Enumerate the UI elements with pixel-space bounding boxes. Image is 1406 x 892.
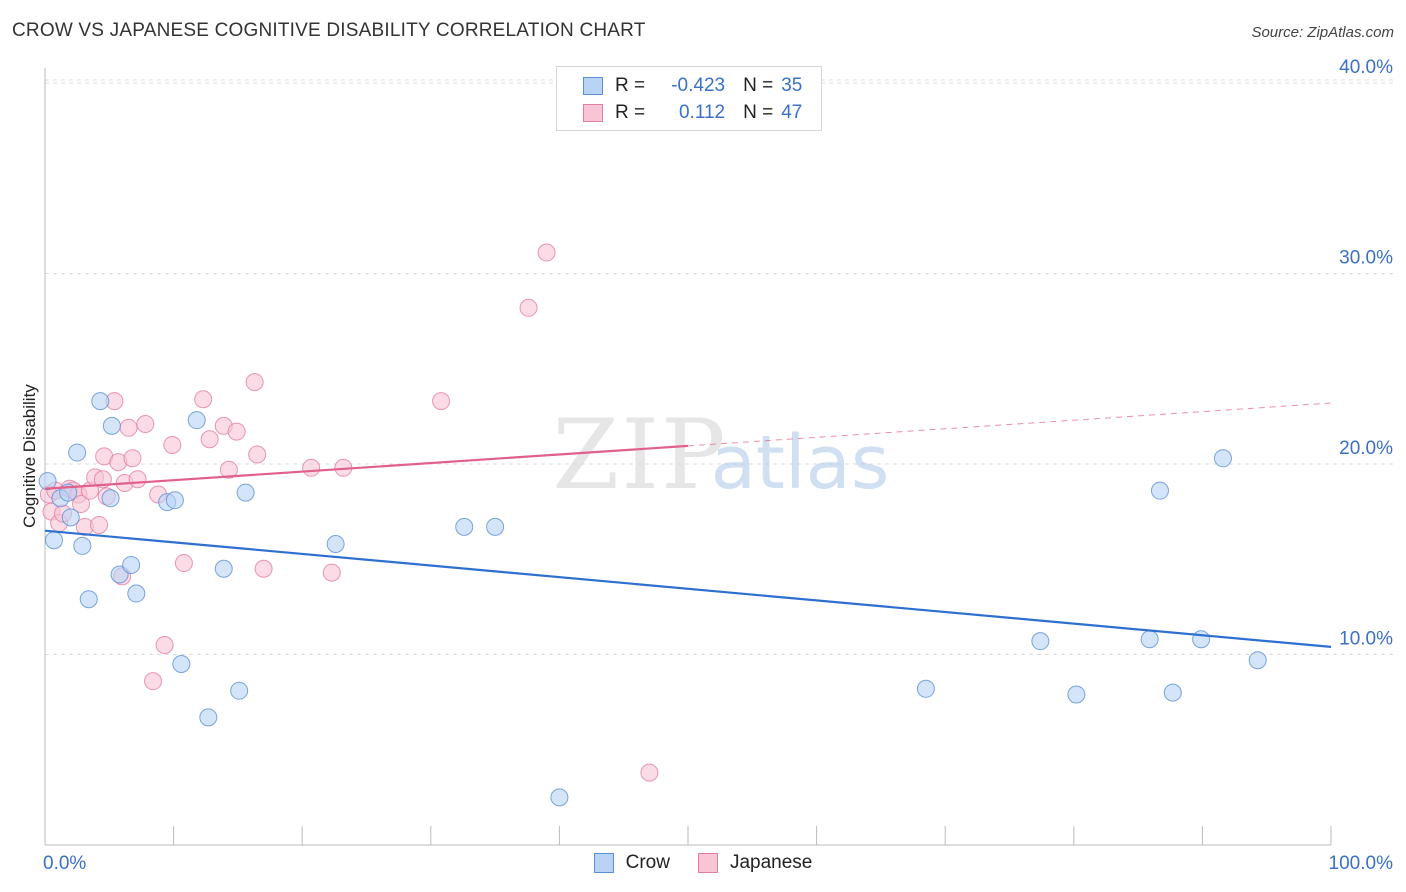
x-tick-label-max: 100.0% <box>1329 853 1394 874</box>
crow-point <box>1213 449 1232 468</box>
crow-point <box>199 708 218 727</box>
x-tick-label-min: 0.0% <box>43 853 86 874</box>
crow-swatch <box>583 77 603 95</box>
japanese-legend-label: Japanese <box>729 852 813 873</box>
crow-point <box>122 555 141 574</box>
n-value-crow: 35 <box>781 75 803 96</box>
y-tick-label: 40.0% <box>1339 57 1393 78</box>
japanese-point <box>136 414 155 433</box>
crow-legend-swatch <box>593 853 614 873</box>
n-label: N = <box>743 75 774 96</box>
japanese-point <box>144 672 163 691</box>
crow-trend-line <box>44 529 1332 648</box>
crow-point <box>91 392 110 411</box>
japanese-point <box>163 435 182 454</box>
crow-point <box>455 517 474 536</box>
crow-legend-label: Crow <box>625 852 670 873</box>
crow-point <box>127 584 146 603</box>
japanese-point <box>227 422 246 441</box>
axes <box>44 68 1332 846</box>
legend-row-japanese: R = 0.112 N = 47 <box>583 100 802 126</box>
japanese-legend-swatch <box>697 853 718 873</box>
crow-point <box>550 788 569 807</box>
y-tick-label: 10.0% <box>1339 629 1393 650</box>
japanese-point <box>254 559 273 578</box>
japanese-point <box>640 763 659 782</box>
crow-point <box>45 531 64 550</box>
crow-point <box>73 536 92 555</box>
japanese-point <box>200 430 219 449</box>
japanese-point <box>537 243 556 262</box>
japanese-point <box>93 470 112 489</box>
correlation-legend: R = -0.423 N = 35 R = 0.112 N = 47 <box>556 66 822 131</box>
data-points <box>38 243 1267 807</box>
crow-point <box>236 483 255 502</box>
japanese-point <box>155 635 174 654</box>
trend-lines <box>44 402 1332 648</box>
japanese-point <box>519 298 538 317</box>
crow-point <box>1192 630 1211 649</box>
watermark-atlas: atlas <box>711 420 890 506</box>
r-value-japanese: 0.112 <box>678 102 726 123</box>
gridlines <box>45 79 1393 655</box>
y-tick-label: 20.0% <box>1339 438 1393 459</box>
crow-point <box>1031 632 1050 651</box>
n-value-japanese: 47 <box>781 102 803 123</box>
crow-point <box>1150 481 1169 500</box>
legend-row-crow: R = -0.423 N = 35 <box>583 73 802 99</box>
watermark-zip: ZIP <box>552 399 727 511</box>
crow-point <box>1248 651 1267 670</box>
japanese-point <box>245 373 264 392</box>
crow-point <box>1067 685 1086 704</box>
japanese-point <box>72 495 91 514</box>
tick-labels: 10.0% 20.0% 30.0% 40.0% 0.0% 100.0% <box>43 57 1393 874</box>
series-legend: Crow Japanese <box>0 852 1406 874</box>
crow-point <box>61 508 80 527</box>
crow-point <box>101 489 120 508</box>
japanese-point <box>194 390 213 409</box>
japanese-point <box>219 460 238 479</box>
y-tick-label: 30.0% <box>1339 248 1393 269</box>
japanese-swatch <box>583 104 603 122</box>
source-credit: Source: ZipAtlas.com <box>1251 24 1394 41</box>
chart-title: CROW VS JAPANESE COGNITIVE DISABILITY CO… <box>12 20 646 41</box>
crow-point <box>230 681 249 700</box>
crow-point <box>187 411 206 430</box>
crow-point <box>1140 630 1159 649</box>
japanese-point <box>123 449 142 468</box>
japanese-point <box>432 392 451 411</box>
japanese-point <box>302 458 321 477</box>
japanese-trend-extension <box>687 402 1332 447</box>
japanese-point <box>90 515 109 534</box>
crow-point <box>172 655 191 674</box>
japanese-trend-line <box>44 444 689 490</box>
crow-point <box>326 535 345 554</box>
legend-item-crow[interactable]: Crow <box>593 852 670 874</box>
r-label: R = <box>615 102 646 123</box>
crow-point <box>165 491 184 510</box>
legend-item-japanese[interactable]: Japanese <box>697 852 813 874</box>
crow-point <box>110 565 129 584</box>
crow-point <box>68 443 87 462</box>
crow-point <box>79 590 98 609</box>
japanese-point <box>174 554 193 573</box>
r-value-crow: -0.423 <box>671 75 726 96</box>
watermark: ZIP atlas <box>552 399 889 511</box>
r-label: R = <box>615 75 646 96</box>
japanese-point <box>322 563 341 582</box>
n-label: N = <box>743 102 774 123</box>
crow-point <box>1163 683 1182 702</box>
crow-point <box>102 416 121 435</box>
crow-point <box>214 559 233 578</box>
japanese-point <box>119 418 138 437</box>
japanese-point <box>248 445 267 464</box>
crow-point <box>916 679 935 698</box>
japanese-point <box>128 470 147 489</box>
crow-point <box>486 517 505 536</box>
